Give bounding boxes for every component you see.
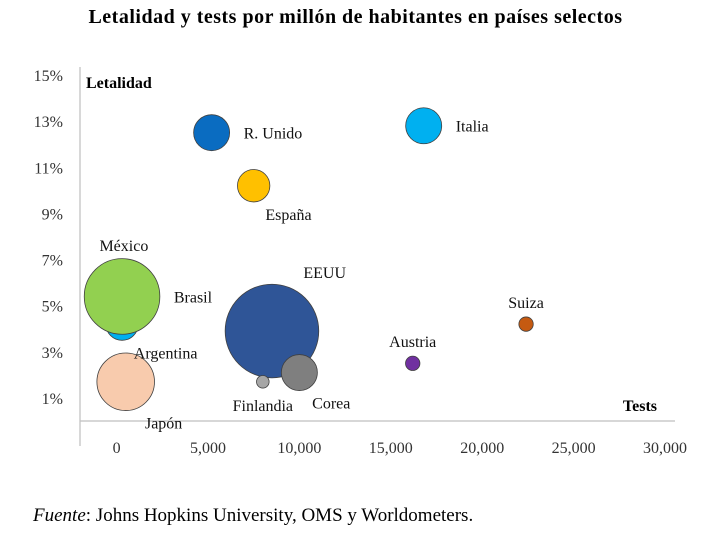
point-label: Corea (312, 396, 350, 413)
point-label: México (99, 238, 148, 255)
source-text: : Johns Hopkins University, OMS y Worldo… (85, 505, 474, 526)
x-tick-label: 30,000 (643, 440, 687, 457)
bubble-eeuu (224, 283, 320, 379)
y-tick-label: 13% (34, 114, 63, 131)
point-label: Suiza (508, 295, 544, 312)
x-tick-label: 10,000 (277, 440, 321, 457)
point-label: Finlandia (233, 398, 293, 415)
point-label: España (265, 207, 311, 224)
y-tick-label: 11% (34, 160, 63, 177)
bubble-corea (280, 354, 318, 391)
chart-title: Letalidad y tests por millón de habitant… (88, 6, 623, 28)
bubble-espa-a (237, 169, 271, 203)
bubble-finlandia (256, 375, 270, 389)
source-note: Fuente: Johns Hopkins University, OMS y … (33, 505, 473, 527)
point-label: Austria (389, 334, 436, 351)
bubble-r-unido (193, 114, 231, 152)
x-tick-label: 0 (113, 440, 121, 457)
point-label: Brasil (174, 289, 213, 306)
y-tick-label: 3% (42, 345, 63, 362)
bubble-austria (405, 355, 421, 371)
x-axis-title: Tests (623, 398, 657, 415)
point-label: EEUU (303, 265, 346, 282)
point-label: Argentina (134, 345, 198, 362)
bubble-brasil (83, 258, 161, 335)
x-tick-label: 25,000 (552, 440, 596, 457)
scatter-chart: 1% 3% 5% 7% 9% 11% 13% 15% 0 5,000 10,000 15,000 20,… (34, 67, 687, 457)
bubble-jap-n (96, 352, 155, 411)
y-tick-label: 7% (42, 253, 63, 270)
y-tick-label: 9% (42, 206, 63, 223)
y-axis-title: Letalidad (86, 75, 152, 92)
point-label: Japón (145, 416, 182, 433)
y-tick-label: 15% (34, 68, 63, 85)
y-tick-label: 1% (42, 391, 63, 408)
point-label: Italia (456, 119, 489, 136)
x-tick-label: 20,000 (460, 440, 504, 457)
y-tick-label: 5% (42, 299, 63, 316)
x-tick-label: 5,000 (190, 440, 226, 457)
bubble-italia (405, 107, 443, 145)
x-tick-label: 15,000 (369, 440, 413, 457)
source-label: Fuente (33, 505, 86, 526)
bubble-suiza (518, 316, 534, 332)
point-label: R. Unido (244, 126, 303, 143)
